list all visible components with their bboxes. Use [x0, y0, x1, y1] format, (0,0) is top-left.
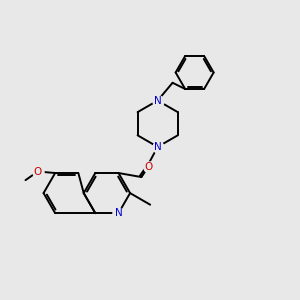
Text: O: O	[145, 162, 153, 172]
Text: O: O	[34, 167, 42, 176]
Text: N: N	[154, 95, 161, 106]
Text: N: N	[154, 142, 161, 152]
Text: N: N	[115, 208, 122, 218]
